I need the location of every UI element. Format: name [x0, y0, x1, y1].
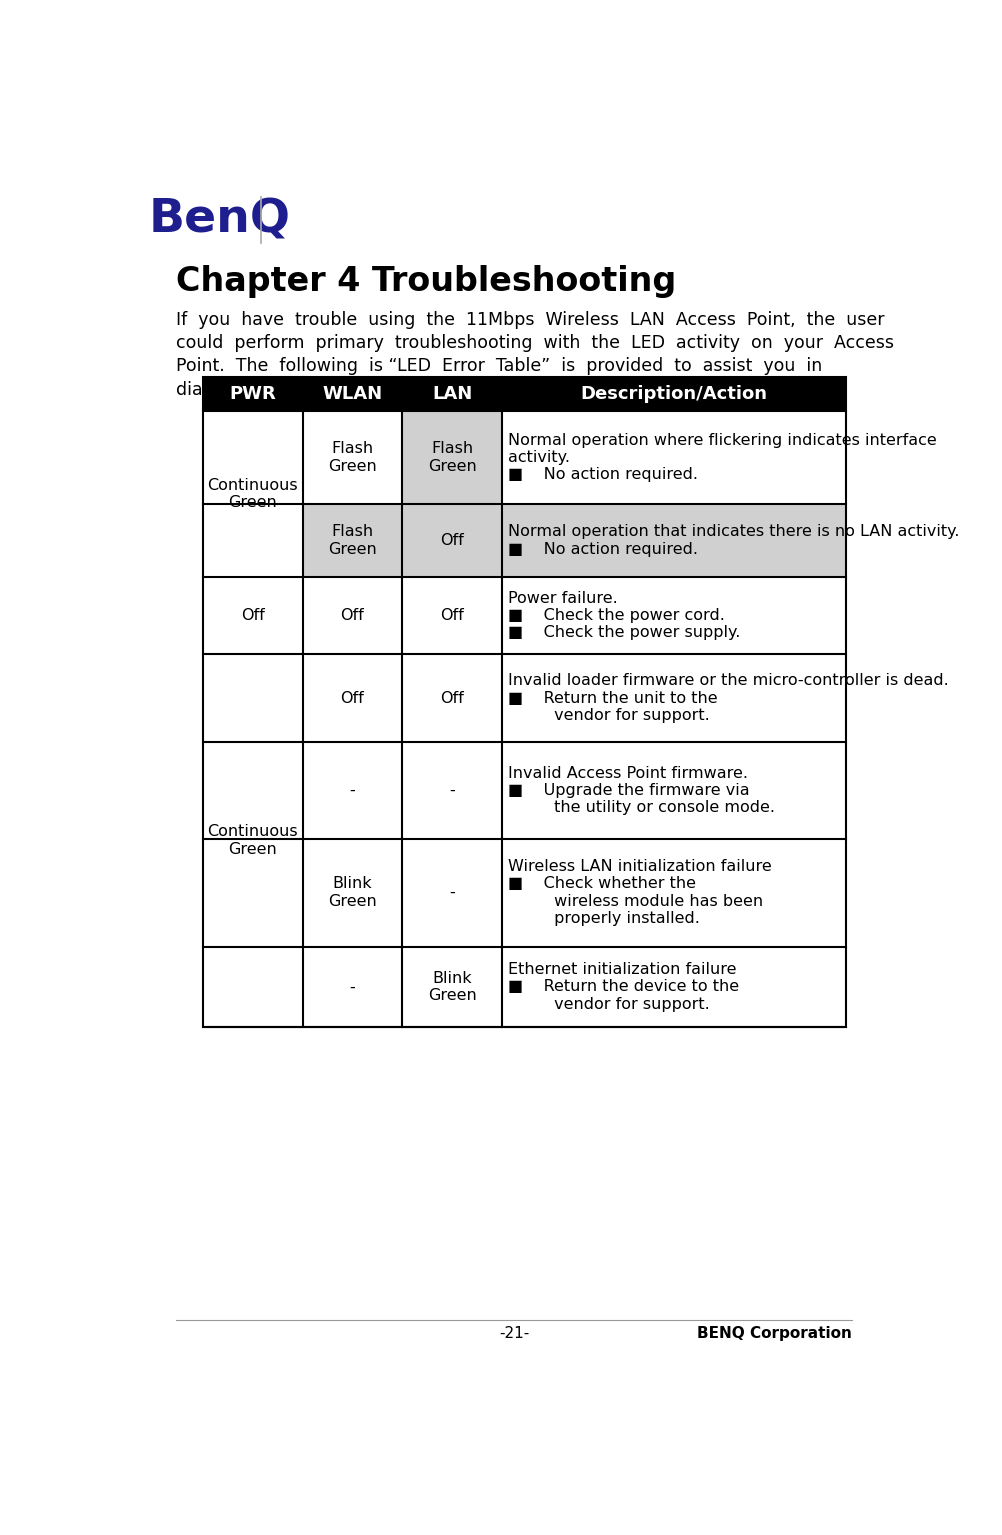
Text: Invalid loader firmware or the micro-controller is dead.
■    Return the unit to: Invalid loader firmware or the micro-con…: [508, 674, 948, 723]
Text: Continuous
Green: Continuous Green: [207, 824, 298, 857]
Text: Normal operation that indicates there is no LAN activity.
■    No action require: Normal operation that indicates there is…: [508, 523, 959, 557]
Bar: [303, 503, 402, 577]
Bar: [402, 743, 501, 838]
Text: Chapter 4 Troubleshooting: Chapter 4 Troubleshooting: [175, 266, 675, 298]
Bar: [501, 577, 846, 654]
Bar: [402, 503, 501, 577]
Bar: [202, 411, 303, 577]
Bar: [202, 654, 303, 743]
Text: Description/Action: Description/Action: [580, 385, 767, 404]
Text: WLAN: WLAN: [322, 385, 382, 404]
Bar: [303, 947, 402, 1027]
Bar: [202, 947, 303, 1027]
Bar: [303, 654, 402, 743]
Text: PWR: PWR: [229, 385, 276, 404]
Bar: [402, 411, 501, 503]
Bar: [202, 743, 303, 838]
Text: LAN: LAN: [432, 385, 472, 404]
Text: Blink
Green: Blink Green: [427, 970, 476, 1004]
Bar: [202, 376, 846, 1027]
Text: Flash
Green: Flash Green: [328, 523, 377, 557]
Bar: [501, 743, 846, 838]
Bar: [303, 577, 402, 654]
Text: Off: Off: [341, 608, 364, 623]
Text: -21-: -21-: [498, 1326, 529, 1342]
Text: If  you  have  trouble  using  the  11Mbps  Wireless  LAN  Access  Point,  the  : If you have trouble using the 11Mbps Wir…: [175, 312, 884, 328]
Bar: [202, 411, 303, 503]
Bar: [501, 654, 846, 743]
Bar: [501, 838, 846, 947]
Text: Off: Off: [440, 533, 464, 548]
Text: Invalid Access Point firmware.
■    Upgrade the firmware via
         the utilit: Invalid Access Point firmware. ■ Upgrade…: [508, 766, 775, 815]
Bar: [303, 838, 402, 947]
Bar: [202, 838, 303, 947]
Text: Off: Off: [440, 691, 464, 706]
Bar: [501, 411, 846, 503]
Bar: [303, 411, 402, 503]
Text: Off: Off: [240, 608, 265, 623]
Text: Flash
Green: Flash Green: [427, 442, 476, 474]
Text: -: -: [449, 886, 455, 900]
Text: Continuous
Green: Continuous Green: [207, 477, 298, 510]
Bar: [202, 503, 303, 577]
Text: Blink
Green: Blink Green: [328, 876, 377, 909]
Text: Normal operation where flickering indicates interface
activity.
■    No action r: Normal operation where flickering indica…: [508, 433, 936, 482]
Text: -: -: [449, 783, 455, 798]
Text: diagnosing and to solve operational problems.: diagnosing and to solve operational prob…: [175, 381, 581, 399]
Text: Wireless LAN initialization failure
■    Check whether the
         wireless mod: Wireless LAN initialization failure ■ Ch…: [508, 860, 772, 926]
Bar: [501, 947, 846, 1027]
Bar: [202, 577, 303, 654]
Bar: [402, 577, 501, 654]
Text: Off: Off: [440, 608, 464, 623]
Text: -: -: [350, 979, 355, 995]
Bar: [202, 654, 303, 1027]
Text: BenQ: BenQ: [148, 198, 291, 243]
Bar: [402, 838, 501, 947]
Text: Ethernet initialization failure
■    Return the device to the
         vendor fo: Ethernet initialization failure ■ Return…: [508, 962, 738, 1012]
Text: Power failure.
■    Check the power cord.
■    Check the power supply.: Power failure. ■ Check the power cord. ■…: [508, 591, 739, 640]
Text: Flash
Green: Flash Green: [328, 442, 377, 474]
Bar: [402, 654, 501, 743]
Bar: [202, 577, 303, 654]
Text: Point.  The  following  is “LED  Error  Table”  is  provided  to  assist  you  i: Point. The following is “LED Error Table…: [175, 358, 822, 376]
Text: could  perform  primary  troubleshooting  with  the  LED  activity  on  your  Ac: could perform primary troubleshooting wi…: [175, 335, 893, 353]
Text: -: -: [350, 783, 355, 798]
Text: BENQ Corporation: BENQ Corporation: [696, 1326, 852, 1342]
Bar: [402, 947, 501, 1027]
Bar: [202, 376, 846, 411]
Text: Off: Off: [341, 691, 364, 706]
Bar: [303, 743, 402, 838]
Bar: [501, 503, 846, 577]
